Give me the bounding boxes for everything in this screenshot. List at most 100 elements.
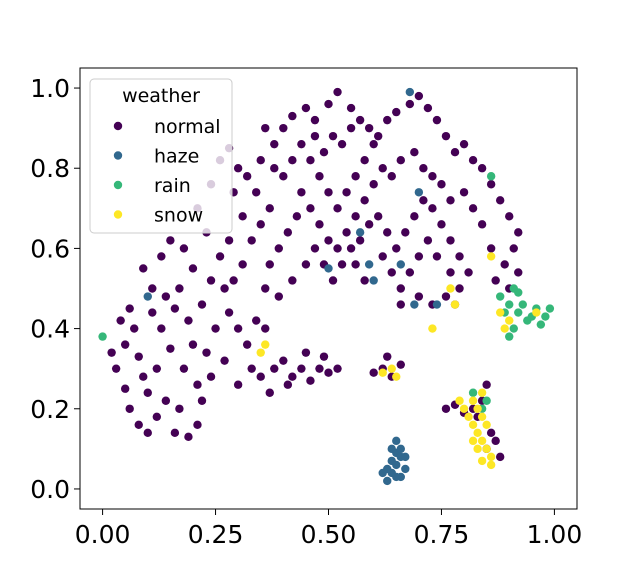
point-normal-94	[450, 147, 460, 157]
point-snow-28	[428, 324, 437, 333]
point-normal-135	[301, 260, 311, 269]
point-haze-23	[143, 292, 152, 301]
point-rain-9	[509, 324, 518, 333]
x-tick-label: 0.75	[414, 520, 470, 549]
point-normal-84	[355, 115, 365, 125]
point-normal-206	[148, 308, 157, 317]
point-normal-152	[455, 252, 464, 261]
point-normal-53	[261, 324, 270, 333]
point-normal-126	[306, 204, 315, 213]
point-haze-18	[396, 260, 405, 269]
point-normal-168	[360, 276, 369, 285]
point-haze-12	[378, 468, 387, 478]
point-snow-4	[473, 428, 482, 438]
point-normal-163	[396, 300, 405, 309]
legend-marker-rain	[113, 180, 123, 190]
point-haze-20	[432, 300, 442, 309]
point-normal-92	[432, 115, 442, 125]
point-normal-14	[143, 388, 152, 397]
legend-label-normal: normal	[154, 116, 221, 138]
point-normal-117	[387, 172, 396, 181]
point-normal-67	[319, 352, 329, 361]
point-normal-153	[464, 268, 473, 277]
point-normal-49	[224, 308, 234, 317]
y-axis: 0.0 0.2 0.4 0.6 0.8 1.0	[30, 74, 80, 504]
point-snow-20	[532, 308, 541, 317]
point-snow-25	[446, 284, 455, 293]
point-snow-26	[256, 348, 265, 357]
point-normal-177	[342, 188, 351, 197]
point-normal-139	[337, 260, 347, 269]
point-snow-12	[459, 404, 469, 413]
point-rain-19	[468, 388, 478, 397]
point-snow-21	[387, 364, 396, 373]
point-normal-119	[369, 180, 378, 189]
point-haze-17	[369, 276, 378, 285]
point-snow-15	[482, 420, 491, 430]
point-rain-1	[514, 308, 523, 317]
x-tick-label: 0.25	[188, 520, 244, 549]
point-normal-85	[364, 123, 374, 133]
point-normal-5	[130, 324, 139, 333]
y-tick-label: 0.0	[30, 475, 70, 504]
point-normal-129	[283, 228, 293, 237]
point-normal-108	[477, 220, 487, 229]
legend-box	[89, 78, 233, 234]
point-haze-21	[355, 228, 365, 237]
point-snow-16	[486, 460, 496, 470]
point-normal-169	[351, 260, 360, 269]
point-normal-166	[441, 292, 451, 301]
point-rain-10	[505, 332, 514, 341]
point-normal-58	[265, 388, 274, 397]
point-normal-82	[333, 87, 342, 97]
point-snow-17	[500, 324, 509, 333]
point-rain-15	[98, 332, 107, 341]
point-normal-186	[261, 123, 270, 133]
legend: weather normal haze rain snow	[89, 78, 233, 234]
point-normal-161	[387, 268, 396, 277]
point-normal-154	[455, 284, 464, 293]
point-normal-130	[274, 244, 283, 253]
point-normal-70	[247, 236, 256, 245]
point-normal-183	[328, 131, 338, 141]
point-haze-7	[401, 464, 410, 474]
point-snow-0	[468, 396, 478, 405]
point-normal-96	[468, 156, 478, 165]
point-normal-187	[270, 164, 279, 173]
point-rain-6	[536, 320, 546, 329]
x-tick-label: 0.00	[75, 520, 131, 549]
point-normal-66	[333, 364, 342, 373]
point-normal-185	[310, 131, 320, 141]
point-normal-192	[396, 360, 405, 369]
y-tick-label: 0.2	[30, 395, 70, 424]
point-normal-10	[134, 420, 143, 430]
point-normal-184	[319, 147, 329, 157]
x-tick-label: 0.50	[301, 520, 357, 549]
point-normal-73	[252, 188, 261, 197]
point-normal-144	[383, 228, 392, 237]
point-snow-5	[477, 436, 487, 446]
point-normal-200	[495, 452, 505, 462]
point-normal-182	[346, 123, 356, 133]
point-normal-162	[378, 252, 387, 261]
point-normal-1	[111, 364, 121, 373]
x-tick-label: 1.00	[527, 520, 583, 549]
point-normal-140	[346, 244, 356, 253]
point-normal-87	[383, 115, 392, 125]
point-normal-99	[495, 196, 505, 205]
point-normal-72	[265, 204, 274, 213]
point-normal-128	[292, 212, 302, 221]
point-haze-10	[387, 444, 396, 454]
point-normal-19	[148, 284, 157, 293]
point-rain-14	[509, 284, 518, 293]
point-normal-79	[301, 103, 311, 113]
point-snow-6	[482, 444, 491, 454]
point-normal-48	[220, 284, 229, 293]
point-normal-17	[157, 324, 166, 333]
point-normal-138	[328, 276, 338, 285]
point-normal-2	[120, 384, 130, 393]
point-normal-69	[283, 380, 293, 389]
y-tick-label: 1.0	[30, 74, 70, 103]
point-haze-14	[392, 436, 401, 446]
